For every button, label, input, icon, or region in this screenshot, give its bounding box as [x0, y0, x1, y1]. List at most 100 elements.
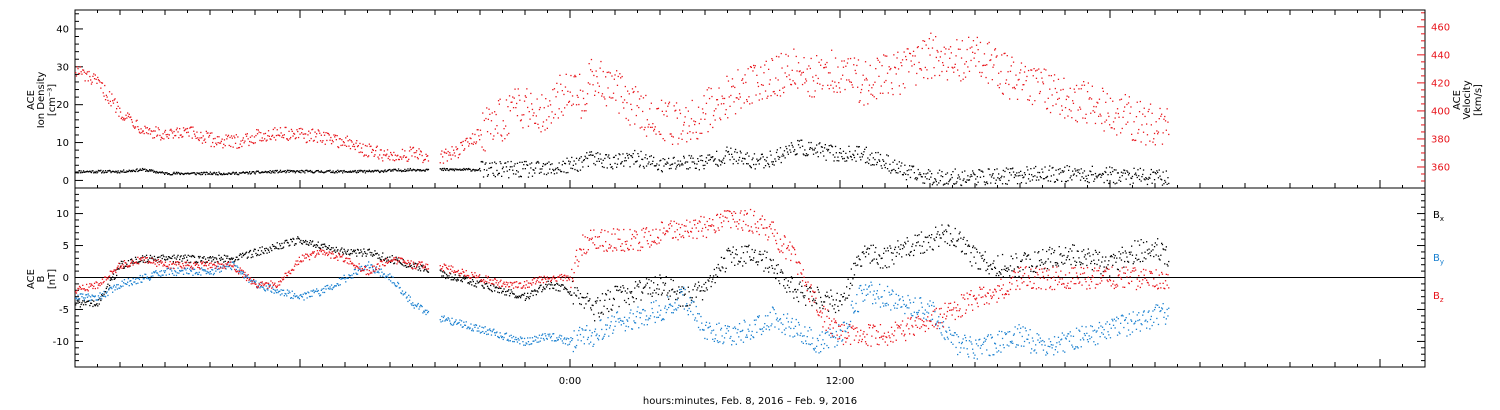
- field-point: [1148, 248, 1150, 250]
- field-point: [1046, 268, 1049, 270]
- field-point: [805, 285, 808, 287]
- field-point: [84, 297, 86, 299]
- field-point: [1014, 275, 1016, 278]
- plasma-point: [766, 97, 768, 99]
- field-point: [865, 251, 867, 253]
- plasma-point: [834, 81, 836, 83]
- plasma-point: [618, 112, 620, 114]
- field-point: [248, 281, 250, 283]
- field-point: [230, 268, 233, 271]
- plasma-point: [1130, 177, 1132, 179]
- plasma-frame: [74, 9, 1426, 189]
- plasma-point: [562, 160, 564, 162]
- plasma-point: [177, 171, 179, 174]
- plasma-point: [412, 146, 415, 149]
- field-point: [160, 275, 162, 277]
- field-point: [846, 297, 849, 299]
- plasma-point: [1117, 112, 1119, 115]
- plasma-point: [998, 87, 1000, 89]
- plasma-point: [1051, 94, 1053, 96]
- field-point: [467, 282, 469, 284]
- plasma-point: [788, 145, 790, 147]
- plasma-point: [1116, 172, 1119, 174]
- plasma-point: [1085, 113, 1087, 115]
- field-point: [479, 280, 481, 283]
- plasma-point: [1130, 106, 1132, 108]
- field-point: [641, 323, 643, 325]
- plasma-point: [103, 95, 105, 97]
- field-point: [538, 287, 540, 290]
- field-point: [812, 300, 814, 302]
- field-point: [214, 267, 216, 270]
- field-point: [452, 279, 454, 281]
- plasma-point: [452, 169, 454, 171]
- field-point: [523, 294, 525, 296]
- field-point: [953, 244, 956, 247]
- field-point: [348, 274, 350, 276]
- plasma-point: [979, 176, 982, 178]
- field-point: [151, 256, 153, 258]
- field-point: [610, 321, 612, 323]
- field-point: [668, 298, 670, 300]
- field-point: [609, 291, 611, 293]
- plasma-point: [874, 81, 876, 83]
- field-point: [1075, 264, 1077, 266]
- plasma-point: [444, 168, 446, 170]
- field-point: [1166, 263, 1168, 266]
- plasma-point: [863, 151, 865, 153]
- plasma-point: [1147, 178, 1149, 180]
- field-point: [221, 267, 223, 269]
- plasma-point: [285, 172, 287, 174]
- field-point: [97, 299, 99, 301]
- field-point: [613, 298, 615, 301]
- plasma-point: [1146, 178, 1148, 180]
- plasma-point: [634, 149, 636, 152]
- plasma-point: [357, 171, 359, 173]
- plasma-point: [494, 176, 496, 178]
- field-point: [538, 334, 541, 336]
- plasma-point: [444, 152, 446, 154]
- field-point: [106, 291, 108, 293]
- plasma-point: [712, 114, 715, 117]
- plasma-point: [521, 114, 523, 116]
- field-tick-label: 5: [63, 241, 69, 252]
- plasma-point: [985, 76, 987, 79]
- plasma-point: [263, 171, 265, 173]
- plasma-point: [476, 169, 478, 172]
- field-point: [160, 270, 163, 272]
- plasma-point: [513, 97, 515, 99]
- field-point: [884, 265, 886, 267]
- field-point: [393, 282, 395, 284]
- plasma-point: [779, 95, 782, 97]
- plasma-point: [153, 137, 156, 139]
- plasma-point: [832, 154, 834, 156]
- field-point: [505, 332, 508, 334]
- plasma-point: [615, 99, 617, 101]
- plasma-point: [864, 79, 866, 81]
- field-point: [405, 291, 407, 293]
- plasma-point: [649, 108, 651, 110]
- plasma-point: [677, 143, 679, 145]
- field-point: [1135, 254, 1138, 256]
- plasma-point: [708, 154, 711, 156]
- plasma-point: [231, 172, 233, 174]
- field-point: [408, 294, 410, 296]
- plasma-point: [469, 137, 471, 139]
- field-point: [167, 258, 169, 260]
- field-point: [299, 294, 301, 297]
- density-tick-label: 20: [56, 100, 69, 111]
- field-point: [1131, 245, 1133, 247]
- field-point: [508, 295, 511, 297]
- plasma-point: [170, 128, 172, 130]
- field-point: [983, 258, 986, 261]
- field-point: [1027, 254, 1029, 257]
- plasma-point: [1067, 180, 1069, 182]
- plasma-point: [1108, 115, 1110, 118]
- plasma-point: [86, 170, 89, 172]
- plasma-point: [134, 170, 136, 172]
- plasma-point: [149, 169, 151, 171]
- field-point: [165, 256, 167, 258]
- plasma-point: [470, 170, 472, 172]
- field-point: [1038, 260, 1041, 262]
- plasma-point: [549, 168, 551, 170]
